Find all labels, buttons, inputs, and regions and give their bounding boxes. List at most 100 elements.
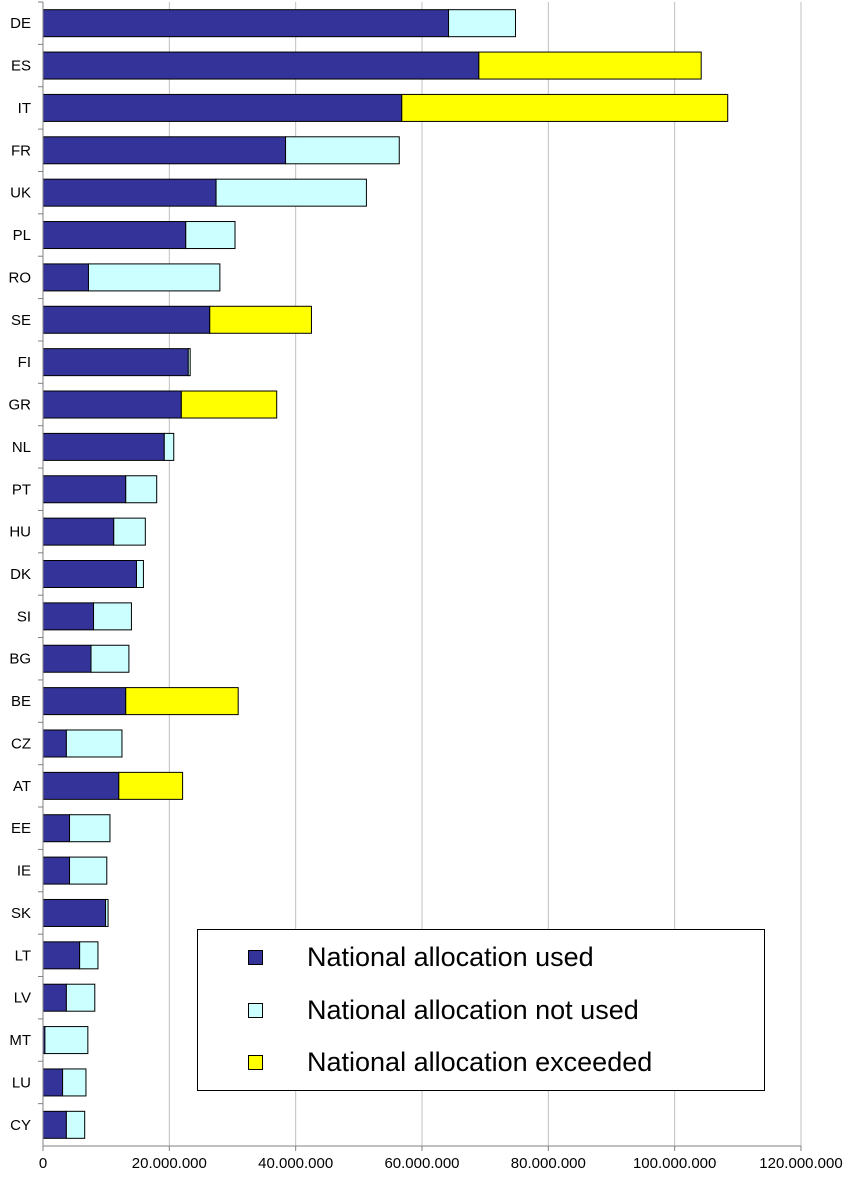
- category-label-hu: HU: [9, 524, 31, 541]
- bar-sk-series-0: [42, 898, 107, 927]
- x-tick-label-4: 80.000.000: [511, 1155, 586, 1172]
- x-tick-label-6: 120.000.000: [759, 1155, 842, 1172]
- bar-pt-series-0: [42, 475, 127, 504]
- bar-it-series-2: [401, 93, 729, 122]
- legend-label-used: National allocation used: [307, 941, 594, 972]
- category-label-cy: CY: [10, 1117, 31, 1134]
- legend-label-exceeded: National allocation exceeded: [307, 1046, 653, 1077]
- x-tick-label-1: 20.000.000: [132, 1155, 207, 1172]
- bar-hu-series-1: [113, 517, 146, 546]
- category-label-ie: IE: [17, 863, 31, 880]
- bar-ro-series-0: [42, 263, 89, 292]
- axis-layer: [38, 1, 802, 1151]
- category-label-at: AT: [13, 778, 31, 795]
- bar-es-series-2: [478, 51, 702, 80]
- bar-at-series-0: [42, 771, 120, 800]
- bar-hu-series-0: [42, 517, 115, 546]
- legend-item-used: National allocation used: [248, 937, 594, 977]
- bar-nl-series-0: [42, 432, 165, 461]
- legend-swatch-not-used: [248, 1002, 263, 1018]
- bar-bg-series-0: [42, 644, 92, 673]
- label-layer: 0 20.000.000 40.000.000 60.000.000 80.000.00…: [9, 15, 843, 1172]
- bar-lv-series-1: [65, 983, 96, 1012]
- category-label-pt: PT: [12, 481, 31, 498]
- bar-fi-series-1: [187, 348, 191, 377]
- bar-dk-series-1: [135, 560, 144, 588]
- category-label-ee: EE: [11, 820, 31, 837]
- category-label-mt: MT: [9, 1032, 31, 1049]
- bar-ro-series-1: [87, 263, 221, 292]
- category-label-de: DE: [10, 15, 31, 32]
- bar-lv-series-0: [42, 983, 67, 1012]
- category-label-cz: CZ: [11, 735, 31, 752]
- bar-cy-series-0: [42, 1110, 67, 1139]
- legend: National allocation used National alloca…: [197, 929, 765, 1091]
- category-label-fi: FI: [18, 354, 31, 371]
- legend-swatch-exceeded: [248, 1054, 263, 1070]
- bar-es-series-0: [42, 51, 480, 80]
- bar-ee-series-1: [69, 814, 111, 843]
- bar-be-series-2: [125, 687, 239, 716]
- bar-pt-series-1: [125, 475, 158, 504]
- bar-sk-series-1: [105, 898, 109, 927]
- bar-fr-series-0: [42, 136, 287, 165]
- category-label-lu: LU: [12, 1074, 31, 1091]
- category-label-it: IT: [18, 100, 31, 117]
- bar-lu-series-1: [62, 1068, 87, 1097]
- bar-fi-series-0: [42, 348, 189, 377]
- bar-fr-series-1: [285, 136, 400, 165]
- bar-cy-series-1: [65, 1110, 86, 1139]
- legend-label-not-used: National allocation not used: [307, 994, 639, 1025]
- bar-it-series-0: [42, 93, 403, 122]
- bar-se-series-2: [209, 305, 312, 334]
- bar-ie-series-0: [42, 856, 71, 885]
- bar-be-series-0: [42, 687, 127, 716]
- bar-uk-series-1: [215, 178, 367, 207]
- bar-lu-series-0: [42, 1068, 64, 1097]
- bar-ie-series-1: [69, 856, 108, 885]
- category-label-nl: NL: [12, 439, 31, 456]
- category-label-es: ES: [11, 58, 31, 75]
- bar-si-series-1: [93, 602, 132, 631]
- category-label-be: BE: [11, 693, 31, 710]
- bar-at-series-2: [118, 771, 184, 800]
- bar-mt-series-1: [44, 1026, 89, 1055]
- category-label-lv: LV: [14, 990, 31, 1007]
- bar-gr-series-0: [42, 390, 182, 419]
- legend-item-exceeded: National allocation exceeded: [248, 1042, 652, 1082]
- bar-si-series-0: [42, 602, 95, 631]
- legend-item-not-used: National allocation not used: [248, 990, 639, 1030]
- bar-ee-series-0: [42, 814, 71, 843]
- category-label-se: SE: [11, 312, 31, 329]
- bar-lt-series-0: [42, 941, 81, 970]
- category-label-lt: LT: [15, 947, 31, 964]
- bar-de-series-1: [448, 9, 516, 38]
- x-tick-label-0: 0: [39, 1155, 47, 1172]
- x-tick-label-3: 60.000.000: [384, 1155, 459, 1172]
- category-label-gr: GR: [9, 397, 32, 414]
- category-label-sk: SK: [11, 905, 31, 922]
- category-label-bg: BG: [9, 651, 31, 668]
- bar-nl-series-1: [163, 432, 175, 461]
- bar-pl-series-0: [42, 221, 187, 250]
- bar-dk-series-0: [42, 560, 137, 588]
- bar-de-series-0: [42, 9, 450, 38]
- category-label-ro: RO: [9, 269, 32, 286]
- bar-se-series-0: [42, 305, 211, 334]
- category-label-si: SI: [17, 608, 31, 625]
- category-label-pl: PL: [13, 227, 31, 244]
- category-label-fr: FR: [11, 142, 31, 159]
- bar-layer: [42, 9, 729, 1139]
- bar-cz-series-1: [65, 729, 123, 758]
- bar-bg-series-1: [90, 644, 130, 673]
- category-label-uk: UK: [10, 185, 31, 202]
- x-tick-label-5: 100.000.000: [633, 1155, 716, 1172]
- bar-pl-series-1: [185, 221, 236, 250]
- legend-swatch-used: [248, 949, 263, 965]
- bar-lt-series-1: [79, 941, 99, 970]
- bar-gr-series-2: [180, 390, 278, 419]
- category-label-dk: DK: [10, 566, 31, 583]
- x-tick-label-2: 40.000.000: [258, 1155, 333, 1172]
